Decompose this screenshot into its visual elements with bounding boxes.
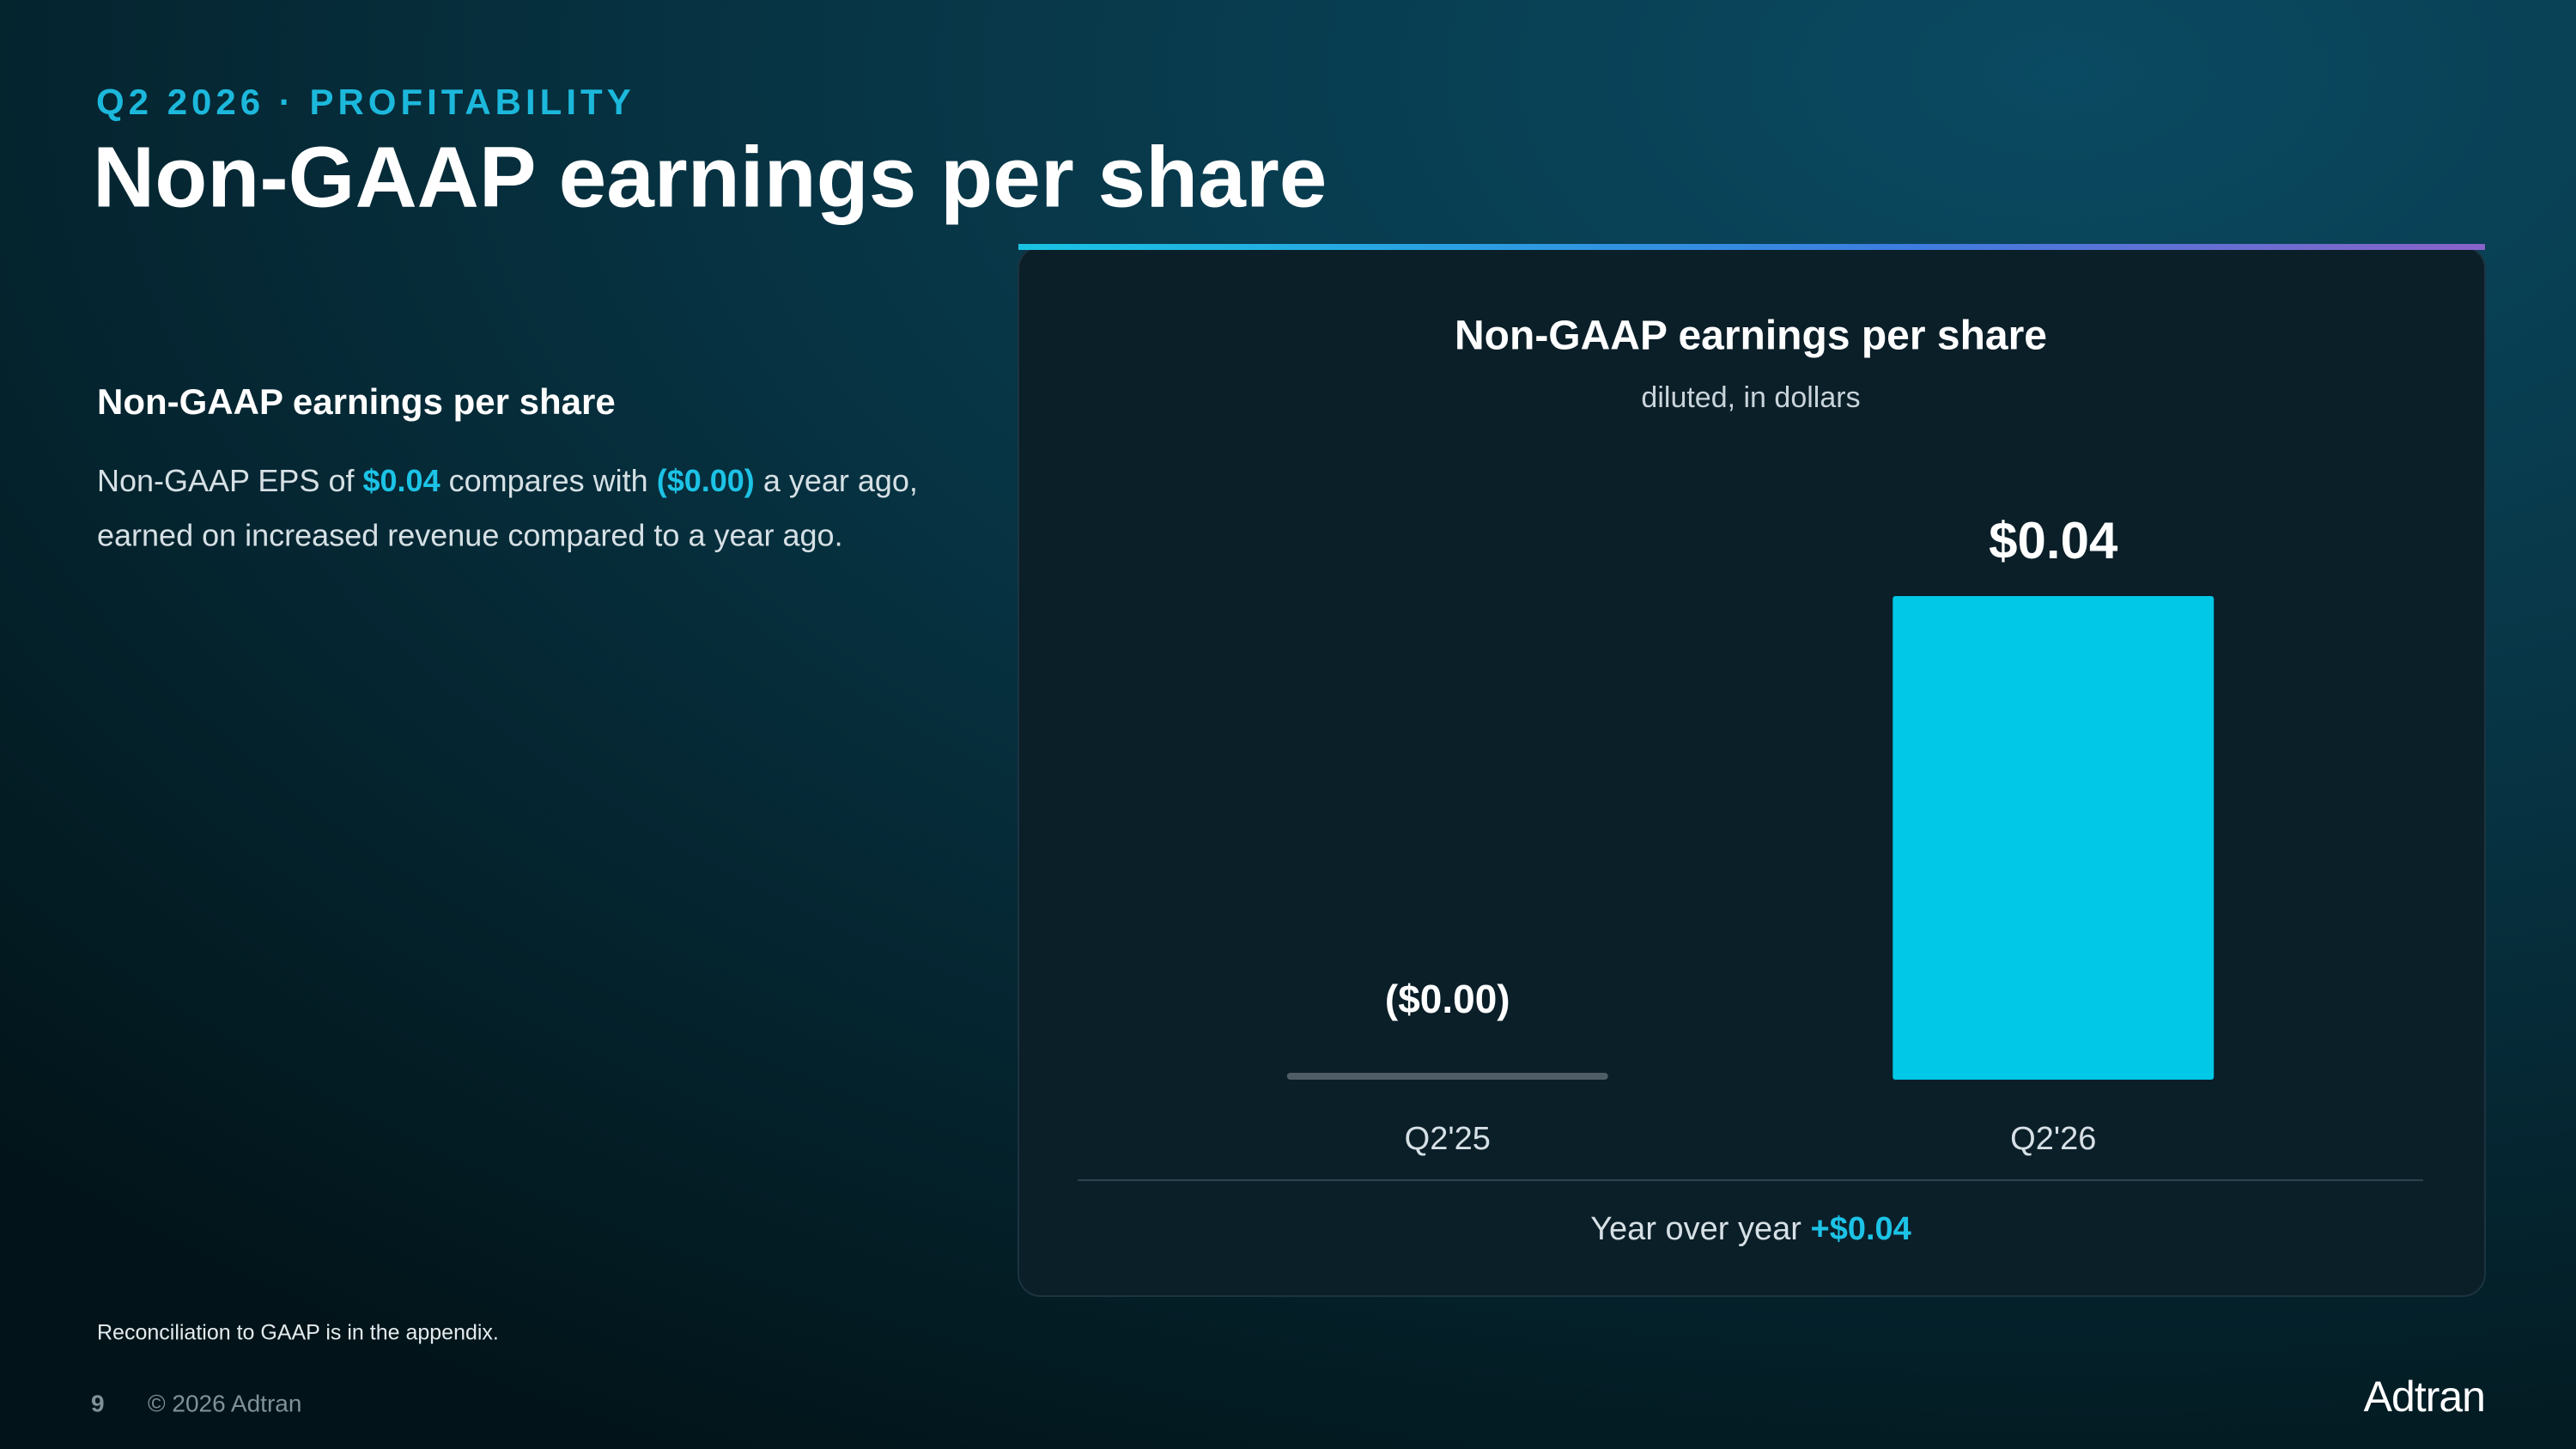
highlight: $0.04 bbox=[363, 463, 440, 498]
section-heading: Non-GAAP earnings per share bbox=[97, 381, 616, 422]
x-tick-label: Q2'26 bbox=[2010, 1121, 2096, 1157]
text: a year ago, bbox=[763, 463, 918, 498]
copyright: © 2026 Adtran bbox=[148, 1390, 301, 1416]
summary-value: +$0.04 bbox=[1811, 1211, 1911, 1247]
value-label: ($0.00) bbox=[1385, 977, 1510, 1021]
footnote: Reconciliation to GAAP is in the appendi… bbox=[97, 1321, 499, 1345]
summary-label: Year over year bbox=[1590, 1211, 1801, 1247]
bar bbox=[1893, 596, 2215, 1080]
value-label: $0.04 bbox=[1989, 512, 2118, 569]
highlight: ($0.00) bbox=[657, 463, 755, 498]
x-tick-label: Q2'25 bbox=[1405, 1121, 1491, 1157]
chart-subtitle: diluted, in dollars bbox=[1641, 381, 1860, 414]
text: Non-GAAP EPS of bbox=[97, 463, 355, 498]
card-accent bbox=[1018, 244, 2485, 250]
logo: Adtran bbox=[2364, 1373, 2485, 1421]
bar bbox=[1286, 1073, 1608, 1080]
eyebrow: Q2 2026 · PROFITABILITY bbox=[96, 82, 635, 122]
paragraph-line: Non-GAAP EPS of $0.04 compares with ($0.… bbox=[97, 463, 918, 498]
page-number: 9 bbox=[91, 1390, 105, 1416]
text: compares with bbox=[449, 463, 648, 498]
summary: Year over year +$0.04 bbox=[1590, 1211, 1911, 1247]
paragraph-line: earned on increased revenue compared to … bbox=[97, 518, 843, 553]
chart-title: Non-GAAP earnings per share bbox=[1455, 314, 2047, 359]
page-title: Non-GAAP earnings per share bbox=[93, 129, 1327, 225]
